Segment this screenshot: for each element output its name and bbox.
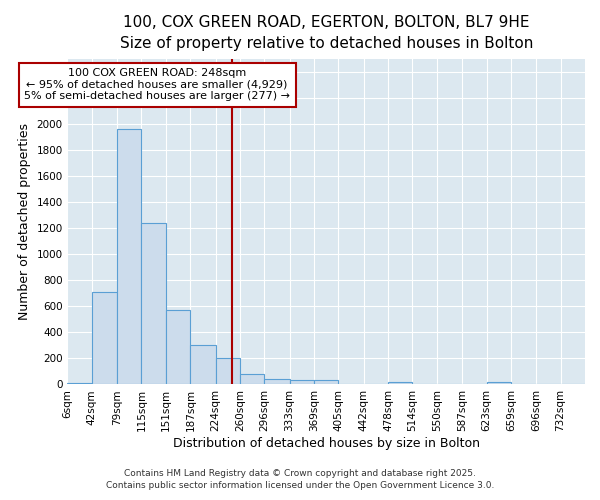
- X-axis label: Distribution of detached houses by size in Bolton: Distribution of detached houses by size …: [173, 437, 480, 450]
- Bar: [166, 310, 190, 384]
- Y-axis label: Number of detached properties: Number of detached properties: [18, 124, 31, 320]
- Bar: [290, 380, 314, 384]
- Bar: [487, 382, 511, 384]
- Bar: [314, 380, 338, 384]
- Bar: [265, 378, 290, 384]
- Title: 100, COX GREEN ROAD, EGERTON, BOLTON, BL7 9HE
Size of property relative to detac: 100, COX GREEN ROAD, EGERTON, BOLTON, BL…: [119, 15, 533, 51]
- Bar: [190, 345, 215, 385]
- Bar: [67, 382, 92, 384]
- Bar: [240, 374, 265, 384]
- Text: Contains HM Land Registry data © Crown copyright and database right 2025.
Contai: Contains HM Land Registry data © Crown c…: [106, 468, 494, 490]
- Bar: [388, 382, 412, 384]
- Bar: [142, 223, 166, 384]
- Text: 100 COX GREEN ROAD: 248sqm
← 95% of detached houses are smaller (4,929)
5% of se: 100 COX GREEN ROAD: 248sqm ← 95% of deta…: [24, 68, 290, 102]
- Bar: [117, 130, 142, 384]
- Bar: [92, 292, 117, 384]
- Bar: [215, 358, 240, 384]
